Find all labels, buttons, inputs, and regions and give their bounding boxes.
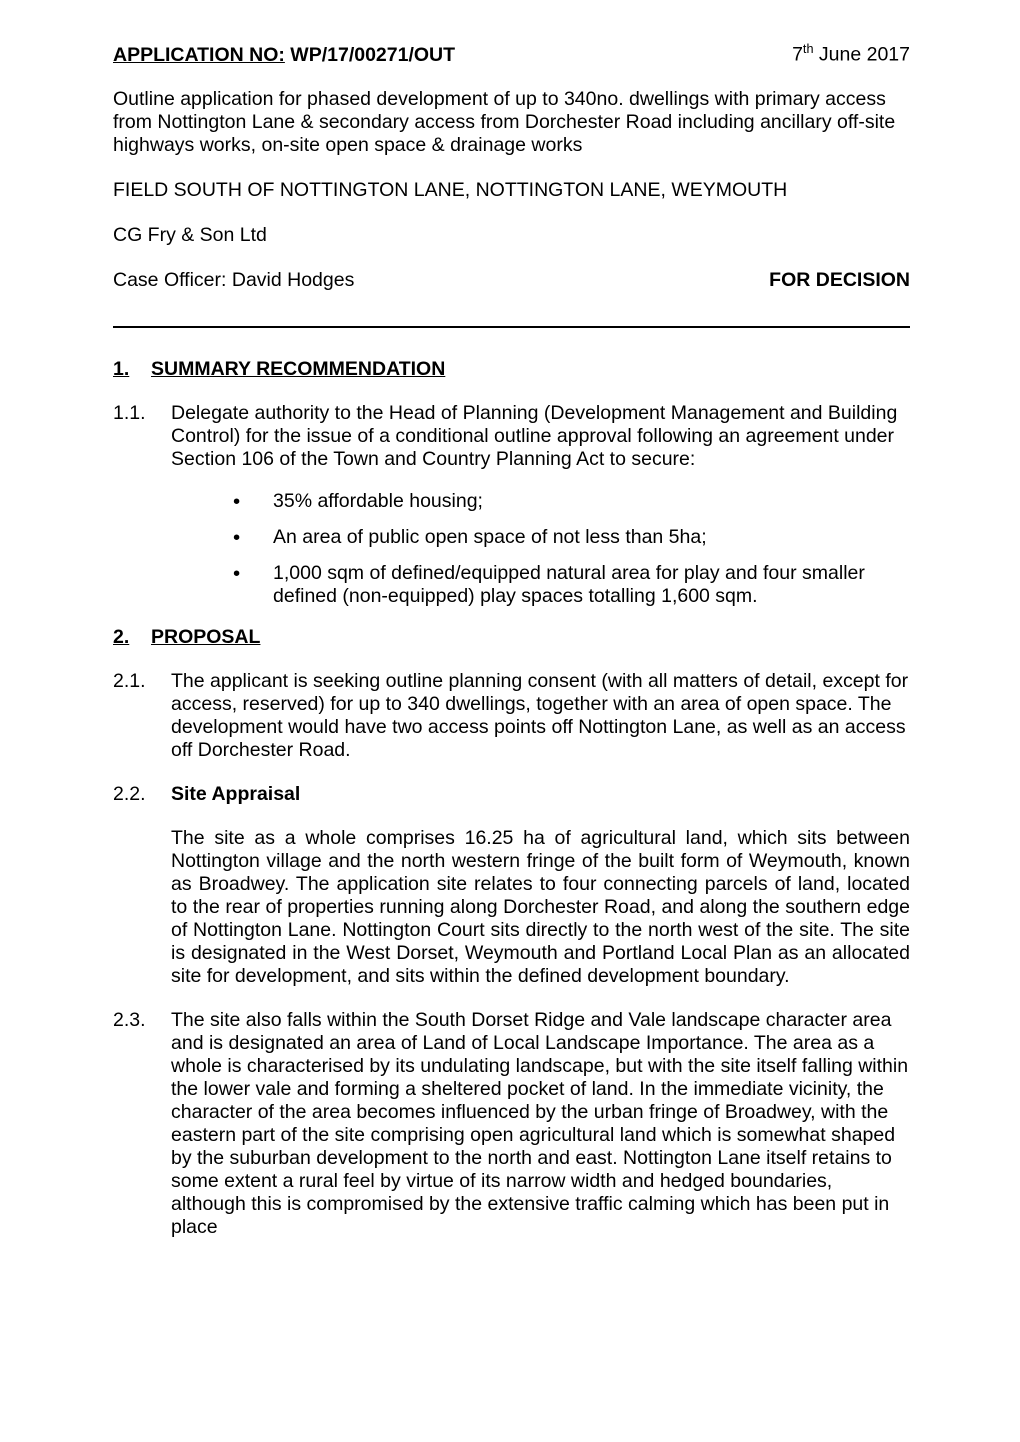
bullet-item: 1,000 sqm of defined/equipped natural ar…: [233, 562, 910, 608]
case-officer-row: Case Officer: David Hodges FOR DECISION: [113, 269, 910, 292]
divider-rule: [113, 326, 910, 328]
section-1-title: SUMMARY RECOMMENDATION: [151, 358, 445, 380]
date-rest: June 2017: [813, 44, 910, 66]
para-2-1-number: 2.1.: [113, 670, 171, 762]
application-no: APPLICATION NO: WP/17/00271/OUT: [113, 44, 455, 67]
section-1-bullet-list: 35% affordable housing; An area of publi…: [113, 490, 910, 608]
date-suffix: th: [803, 42, 814, 56]
case-officer-name: David Hodges: [232, 269, 354, 291]
para-2-3-text: The site also falls within the South Dor…: [171, 1009, 910, 1239]
for-decision-label: FOR DECISION: [769, 269, 910, 292]
application-no-label: APPLICATION NO:: [113, 44, 285, 66]
para-2-2-number: 2.2.: [113, 783, 171, 806]
case-officer-label: Case Officer:: [113, 269, 232, 291]
para-2-2-label-wrap: Site Appraisal: [171, 783, 910, 806]
applicant-name: CG Fry & Son Ltd: [113, 224, 910, 247]
proposal-summary-paragraph: Outline application for phased developme…: [113, 88, 910, 157]
section-1-number: 1.: [113, 358, 151, 381]
bullet-item: 35% affordable housing;: [233, 490, 910, 513]
para-2-2-label: Site Appraisal: [171, 783, 300, 805]
section-2-title: PROPOSAL: [151, 626, 260, 648]
case-officer: Case Officer: David Hodges: [113, 269, 354, 292]
bullet-item: An area of public open space of not less…: [233, 526, 910, 549]
section-2-number: 2.: [113, 626, 151, 649]
para-2-2-body: The site as a whole comprises 16.25 ha o…: [171, 827, 910, 988]
page: APPLICATION NO: WP/17/00271/OUT 7th June…: [0, 0, 1020, 1239]
para-2-1: 2.1. The applicant is seeking outline pl…: [113, 670, 910, 762]
section-1-heading: 1.SUMMARY RECOMMENDATION: [113, 358, 910, 381]
para-1-1-text: Delegate authority to the Head of Planni…: [171, 402, 910, 471]
date-day: 7: [792, 44, 803, 66]
application-no-value: WP/17/00271/OUT: [285, 44, 455, 66]
para-2-3: 2.3. The site also falls within the Sout…: [113, 1009, 910, 1239]
para-1-1: 1.1. Delegate authority to the Head of P…: [113, 402, 910, 471]
section-2-heading: 2.PROPOSAL: [113, 626, 910, 649]
para-2-1-text: The applicant is seeking outline plannin…: [171, 670, 910, 762]
para-1-1-number: 1.1.: [113, 402, 171, 471]
header-row: APPLICATION NO: WP/17/00271/OUT 7th June…: [113, 42, 910, 67]
para-2-2: 2.2. Site Appraisal: [113, 783, 910, 806]
site-address: FIELD SOUTH OF NOTTINGTON LANE, NOTTINGT…: [113, 179, 910, 202]
report-date: 7th June 2017: [792, 42, 910, 67]
para-2-3-number: 2.3.: [113, 1009, 171, 1239]
